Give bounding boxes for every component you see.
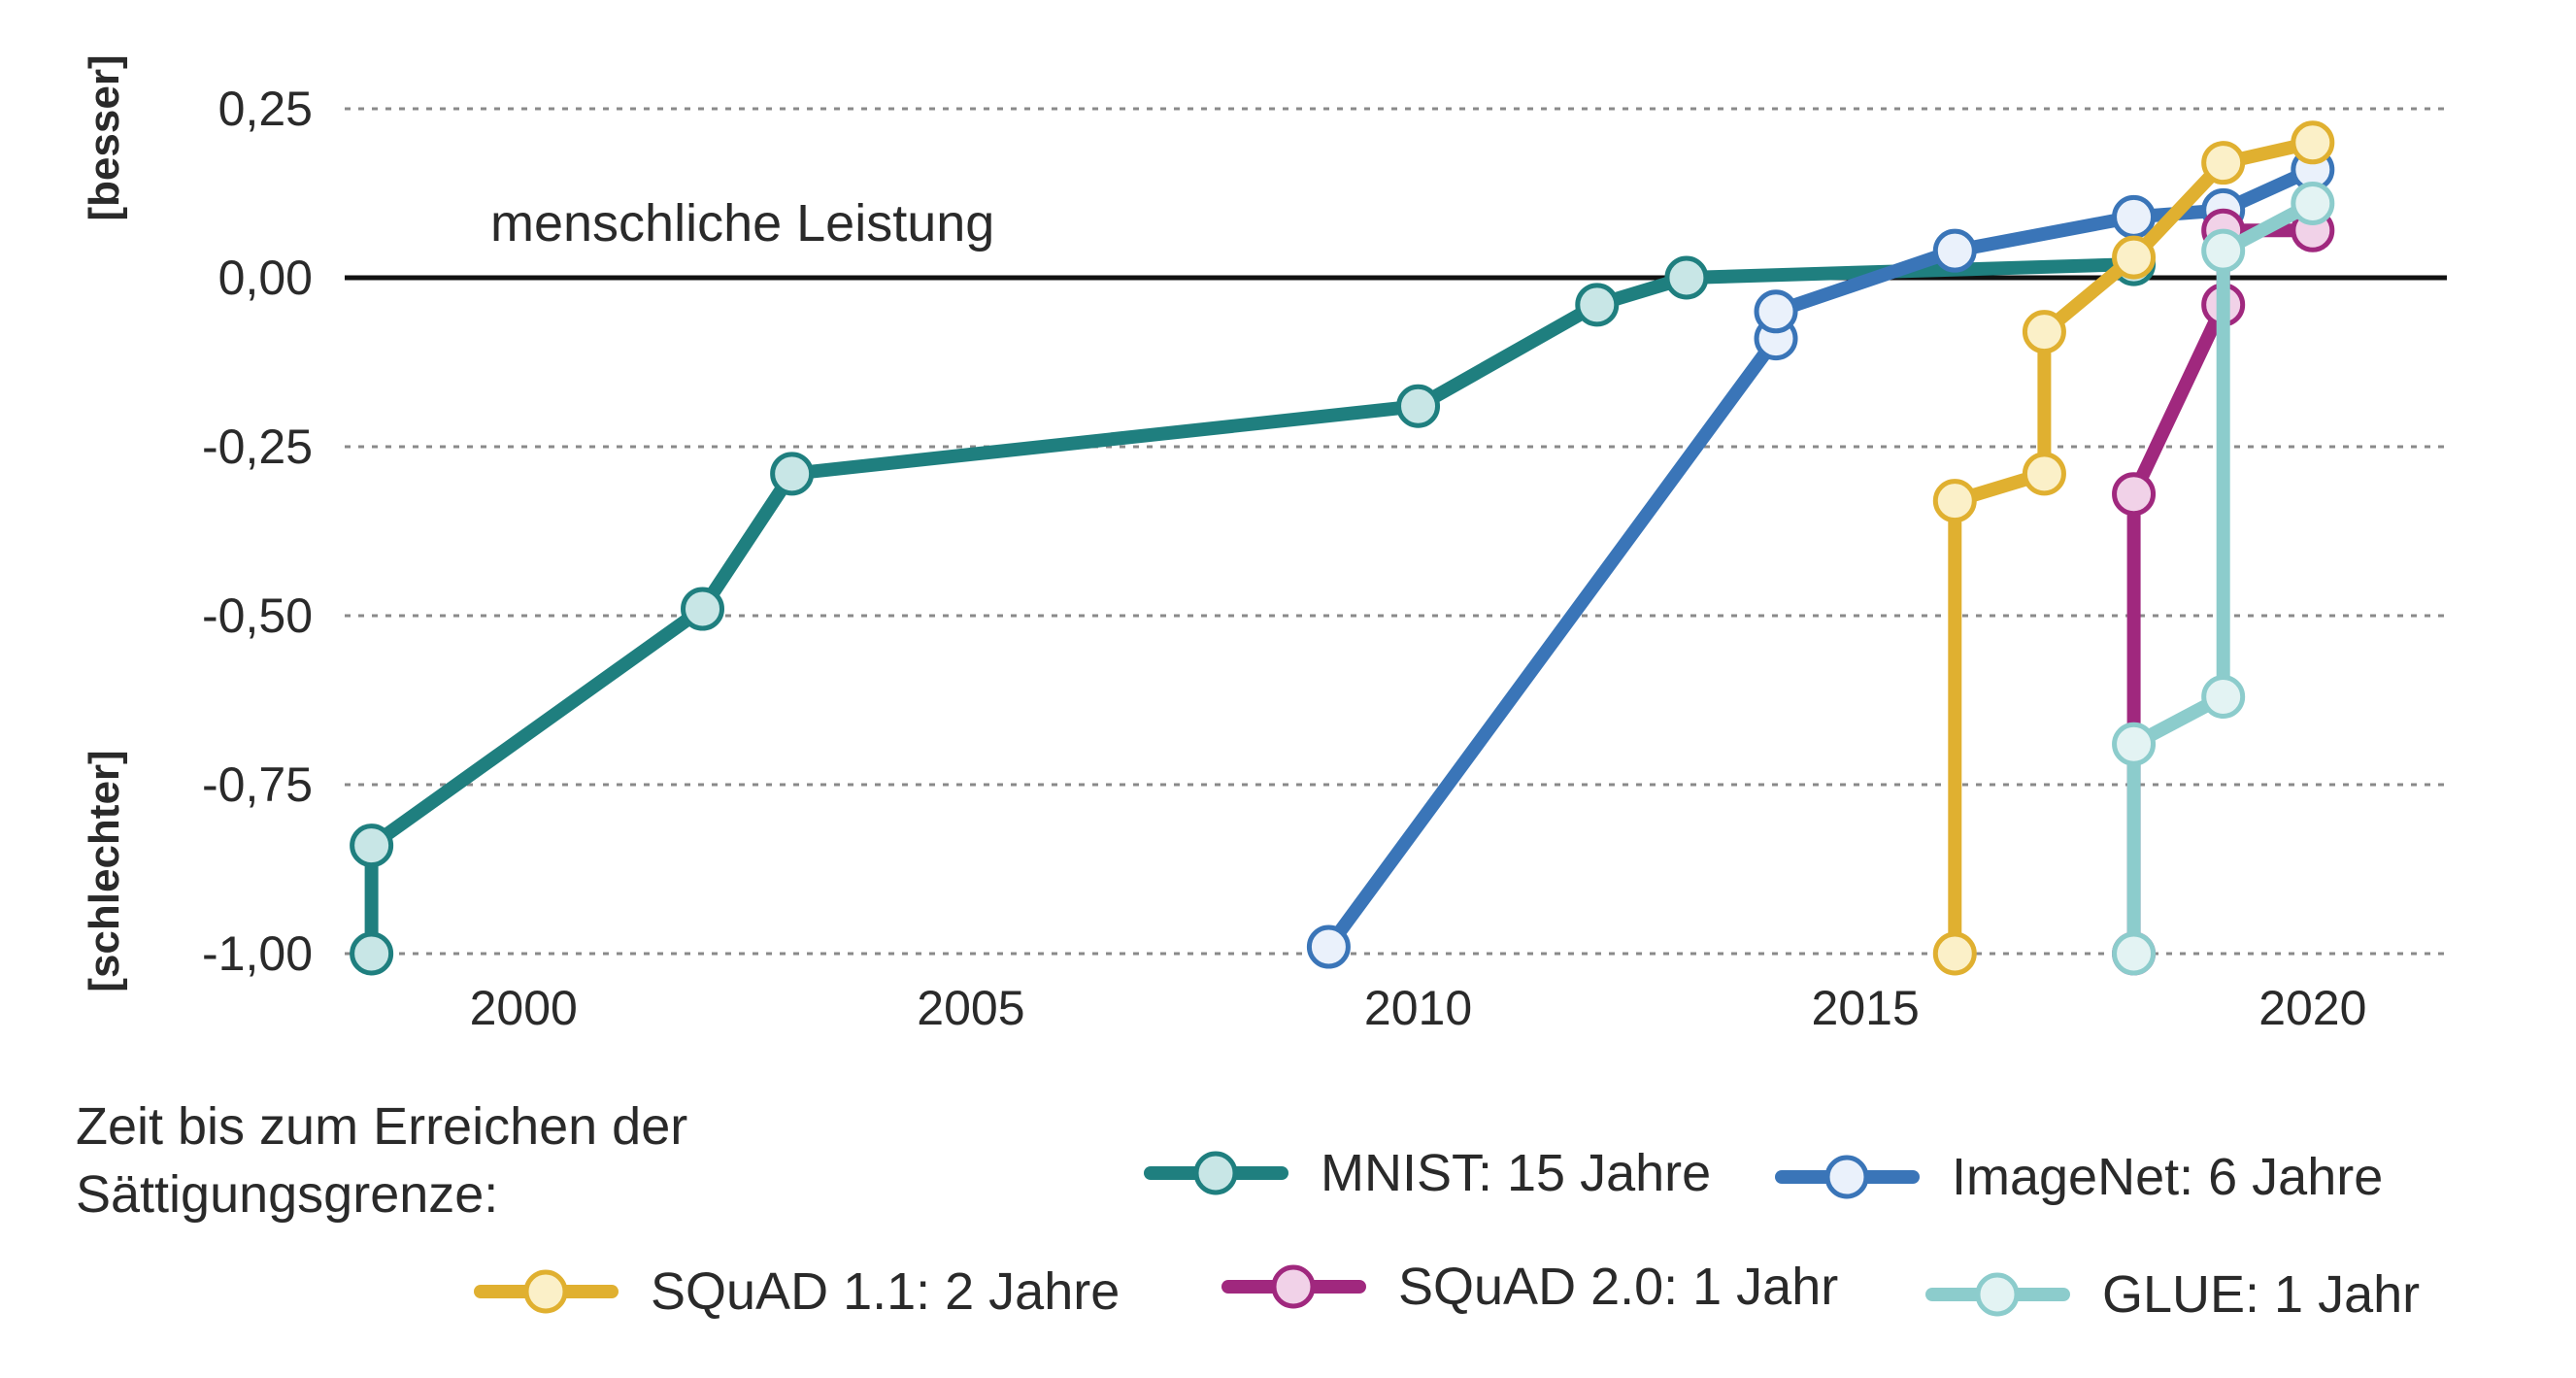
y-axis-label-worse: [schlechter]: [81, 750, 128, 991]
series-line: [2126, 196, 2320, 960]
x-tick-label: 2015: [1812, 981, 1920, 1035]
y-tick-label: -1,00: [202, 926, 313, 981]
y-tick-label: -0,25: [202, 420, 313, 474]
legend-swatch-marker: [1824, 1155, 1869, 1199]
legend-item-3: SQuAD 2.0: 1 Jahr: [1221, 1258, 1838, 1316]
data-point: [2291, 181, 2335, 225]
x-tick-label: 2005: [917, 981, 1024, 1035]
data-point: [1396, 384, 1441, 428]
legend-item-4: GLUE: 1 Jahr: [1925, 1265, 2420, 1324]
y-tick-label: 0,00: [218, 251, 313, 305]
data-point: [350, 823, 394, 868]
y-tick-label: -0,50: [202, 588, 313, 643]
data-point: [1932, 479, 1977, 523]
data-point: [1932, 228, 1977, 273]
y-tick-label: -0,75: [202, 757, 313, 812]
data-point: [2112, 472, 2157, 517]
legend: Zeit bis zum Erreichen der Sättigungsgre…: [76, 1097, 2420, 1324]
y-tick-labels: 0,25 0,00 -0,25 -0,50 -0,75 -1,00: [202, 82, 313, 981]
legend-title-line-2: Sättigungsgrenze:: [76, 1165, 498, 1224]
series-line: [364, 257, 2141, 960]
data-point: [2112, 194, 2157, 239]
legend-swatch-marker: [523, 1269, 568, 1314]
data-point: [681, 587, 725, 631]
legend-label: SQuAD 1.1: 2 Jahre: [651, 1262, 1120, 1321]
human-performance-label: menschliche Leistung: [490, 194, 994, 252]
grid-lines: [345, 107, 2447, 956]
x-tick-label: 2010: [1364, 981, 1472, 1035]
y-tick-label: 0,25: [218, 82, 313, 136]
y-axis-label-better: [besser]: [81, 54, 128, 220]
data-point: [2201, 141, 2246, 185]
legend-item-1: ImageNet: 6 Jahre: [1775, 1148, 2383, 1206]
data-point: [1306, 924, 1351, 969]
legend-label: SQuAD 2.0: 1 Jahr: [1398, 1258, 1838, 1316]
legend-swatch-marker: [1271, 1264, 1316, 1309]
legend-label: GLUE: 1 Jahr: [2102, 1265, 2420, 1324]
legend-swatch-marker: [1193, 1151, 1238, 1195]
series-0: [350, 242, 2157, 976]
data-point: [1575, 283, 1620, 327]
legend-item-2: SQuAD 1.1: 2 Jahre: [474, 1262, 1120, 1321]
data-point: [2022, 310, 2066, 354]
data-point: [350, 931, 394, 976]
data-point: [2112, 931, 2157, 976]
data-point: [1664, 255, 1709, 300]
legend-item-0: MNIST: 15 Jahre: [1144, 1144, 1711, 1202]
data-point: [2201, 675, 2246, 720]
series-line: [1321, 162, 2320, 954]
data-point: [2291, 120, 2335, 165]
x-tick-label: 2000: [470, 981, 578, 1035]
data-point: [1754, 289, 1798, 334]
data-point: [1932, 931, 1977, 976]
data-point: [2201, 228, 2246, 273]
legend-items: MNIST: 15 Jahre ImageNet: 6 Jahre SQuAD 1.…: [474, 1144, 2420, 1324]
legend-label: ImageNet: 6 Jahre: [1952, 1148, 2383, 1206]
legend-swatch-marker: [1975, 1272, 2020, 1317]
series-layer: [350, 120, 2335, 976]
data-point: [770, 452, 815, 496]
series-2: [1932, 120, 2335, 976]
x-tick-label: 2020: [2258, 981, 2366, 1035]
x-tick-labels: 2000 2005 2010 2015 2020: [470, 981, 2367, 1035]
legend-label: MNIST: 15 Jahre: [1321, 1144, 1711, 1202]
legend-title-line-1: Zeit bis zum Erreichen der: [76, 1097, 687, 1156]
data-point: [2112, 235, 2157, 280]
data-point: [2022, 452, 2066, 496]
data-point: [2112, 722, 2157, 766]
series-4: [2112, 181, 2335, 976]
